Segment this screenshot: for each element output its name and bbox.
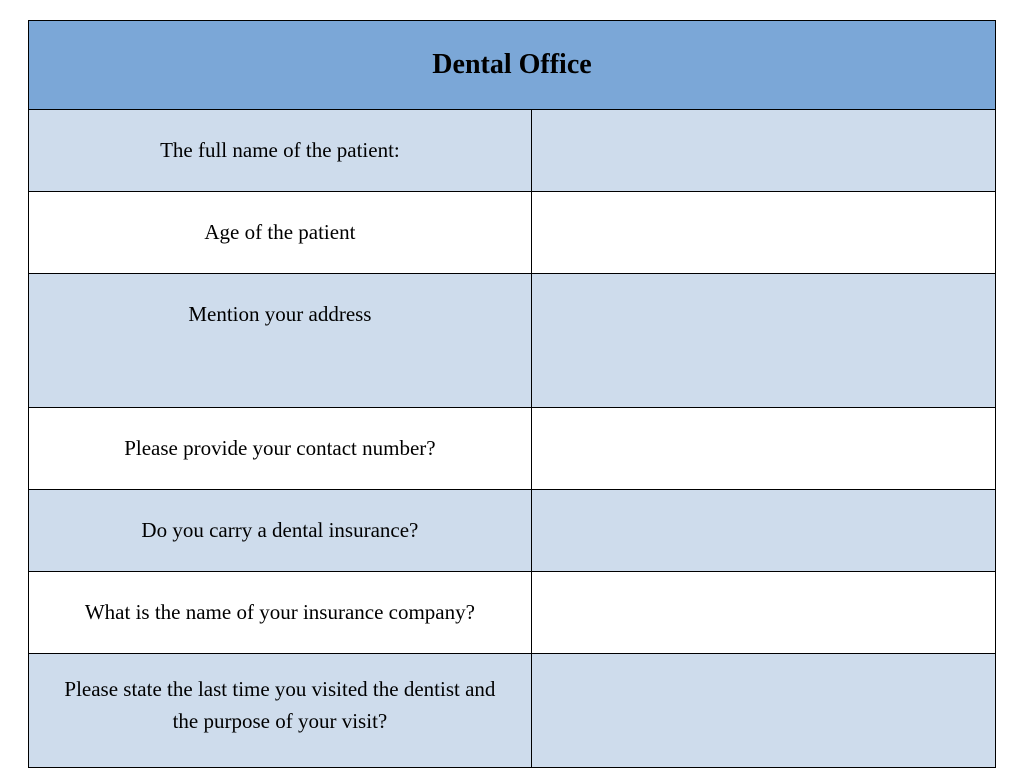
- field-label: What is the name of your insurance compa…: [29, 572, 532, 654]
- table-row: Please provide your contact number?: [29, 408, 996, 490]
- field-label: The full name of the patient:: [29, 110, 532, 192]
- field-value[interactable]: [531, 192, 995, 274]
- field-label: Do you carry a dental insurance?: [29, 490, 532, 572]
- field-label: Please provide your contact number?: [29, 408, 532, 490]
- table-row: What is the name of your insurance compa…: [29, 572, 996, 654]
- field-value[interactable]: [531, 110, 995, 192]
- dental-form-table: Dental Office The full name of the patie…: [28, 20, 996, 768]
- form-header-row: Dental Office: [29, 21, 996, 110]
- form-title: Dental Office: [29, 21, 996, 110]
- field-value[interactable]: [531, 274, 995, 408]
- field-value[interactable]: [531, 490, 995, 572]
- field-value[interactable]: [531, 408, 995, 490]
- field-value[interactable]: [531, 654, 995, 768]
- field-label: Age of the patient: [29, 192, 532, 274]
- table-row: The full name of the patient:: [29, 110, 996, 192]
- table-row: Age of the patient: [29, 192, 996, 274]
- table-row: Mention your address: [29, 274, 996, 408]
- field-value[interactable]: [531, 572, 995, 654]
- table-row: Do you carry a dental insurance?: [29, 490, 996, 572]
- field-label: Mention your address: [29, 274, 532, 408]
- table-row: Please state the last time you visited t…: [29, 654, 996, 768]
- field-label: Please state the last time you visited t…: [29, 654, 532, 768]
